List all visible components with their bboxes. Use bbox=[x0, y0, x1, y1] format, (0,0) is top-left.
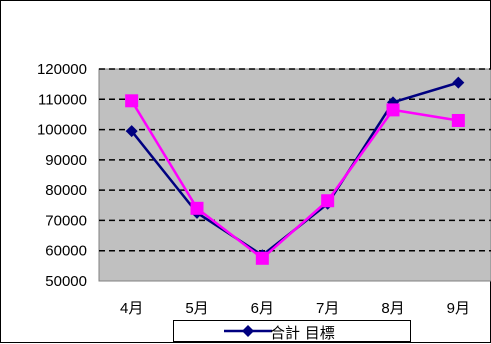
plot-area bbox=[98, 68, 491, 282]
x-tick-label: 7月 bbox=[316, 300, 339, 317]
legend-diamond-marker bbox=[242, 325, 254, 337]
series-lines bbox=[125, 76, 465, 265]
y-tick-label: 100000 bbox=[37, 122, 87, 139]
series-2-line bbox=[130, 100, 459, 260]
legend-label: 合計 目標 bbox=[270, 324, 335, 342]
series-2-point bbox=[451, 113, 465, 127]
y-tick-label: 90000 bbox=[45, 152, 87, 169]
gridlines bbox=[99, 68, 491, 252]
x-axis-tick-labels: 4月 5月 6月 7月 8月 9月 bbox=[120, 300, 470, 317]
y-tick-label: 60000 bbox=[45, 243, 87, 260]
series-2-point bbox=[190, 201, 204, 215]
legend-series-1-swatch bbox=[224, 325, 272, 337]
y-tick-label: 120000 bbox=[37, 61, 87, 78]
series-2-point bbox=[255, 251, 269, 265]
series-1-point bbox=[452, 76, 465, 89]
x-tick-label: 4月 bbox=[120, 300, 143, 317]
y-tick-label: 80000 bbox=[45, 182, 87, 199]
x-tick-label: 6月 bbox=[251, 300, 274, 317]
y-tick-label: 50000 bbox=[45, 273, 87, 290]
x-tick-label: 5月 bbox=[185, 300, 208, 317]
y-tick-label: 110000 bbox=[38, 91, 87, 108]
series-2-point bbox=[125, 94, 139, 108]
x-tick-label: 8月 bbox=[381, 300, 404, 317]
x-tick-label: 9月 bbox=[447, 300, 470, 317]
legend: 合計 目標 bbox=[173, 320, 411, 342]
y-axis-tick-labels: 50000 60000 70000 80000 90000 100000 110000 120… bbox=[37, 61, 87, 290]
y-tick-label: 70000 bbox=[45, 212, 87, 229]
series-2-point bbox=[321, 194, 335, 208]
series-2-point bbox=[386, 103, 400, 117]
